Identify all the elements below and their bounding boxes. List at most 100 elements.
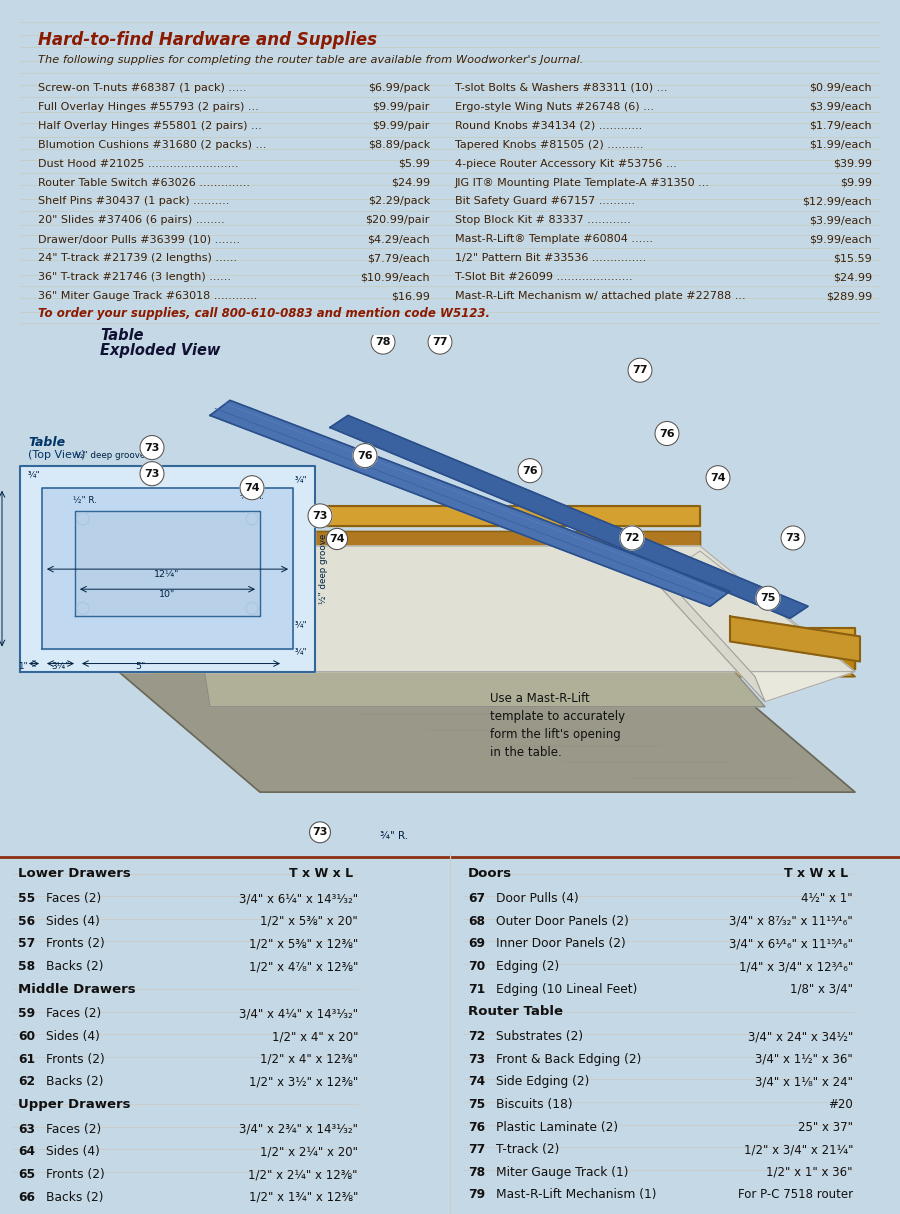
Text: Screw-on T-nuts #68387 (1 pack) .....: Screw-on T-nuts #68387 (1 pack) ..... — [38, 83, 247, 92]
Text: Dust Hood #21025 .........................: Dust Hood #21025 .......................… — [38, 159, 239, 169]
Text: 76: 76 — [522, 466, 538, 476]
Text: Exploded View: Exploded View — [100, 344, 220, 358]
Text: 76: 76 — [659, 429, 675, 438]
Text: Fronts (2): Fronts (2) — [46, 1168, 104, 1181]
Text: Inner Door Panels (2): Inner Door Panels (2) — [496, 937, 626, 951]
Text: Side Edging (2): Side Edging (2) — [496, 1076, 590, 1088]
Text: Router Table: Router Table — [468, 1005, 563, 1019]
Text: Backs (2): Backs (2) — [46, 1191, 104, 1203]
Text: Doors: Doors — [468, 867, 512, 880]
Polygon shape — [150, 647, 695, 671]
Text: 1/2" Pattern Bit #33536 ...............: 1/2" Pattern Bit #33536 ............... — [455, 254, 646, 263]
Text: $1.99/each: $1.99/each — [810, 140, 872, 149]
Text: $1.79/each: $1.79/each — [810, 120, 872, 131]
Text: $15.59: $15.59 — [833, 254, 872, 263]
Circle shape — [428, 330, 452, 354]
Text: $3.99/each: $3.99/each — [810, 102, 872, 112]
Text: 78: 78 — [468, 1165, 485, 1179]
Text: 36" Miter Gauge Track #63018 ............: 36" Miter Gauge Track #63018 ...........… — [38, 291, 257, 301]
Text: 57: 57 — [18, 937, 35, 951]
Text: 73: 73 — [312, 511, 328, 521]
Text: Backs (2): Backs (2) — [46, 960, 104, 972]
Text: 77: 77 — [432, 337, 448, 347]
Text: 76: 76 — [357, 450, 373, 460]
Text: 1/2" x 4" x 12⅜": 1/2" x 4" x 12⅜" — [260, 1053, 358, 1066]
Circle shape — [518, 459, 542, 483]
Text: ¾" R.: ¾" R. — [240, 492, 264, 501]
Text: 4-piece Router Accessory Kit #53756 ...: 4-piece Router Accessory Kit #53756 ... — [455, 159, 677, 169]
Text: 3/4" x 6¹⁄¹₆" x 11¹⁵⁄¹₆": 3/4" x 6¹⁄¹₆" x 11¹⁵⁄¹₆" — [729, 937, 853, 951]
Text: 67: 67 — [468, 892, 485, 906]
Polygon shape — [42, 488, 293, 649]
Circle shape — [140, 461, 164, 486]
Polygon shape — [75, 511, 260, 617]
Text: 1/2" x 2¼" x 12⅜": 1/2" x 2¼" x 12⅜" — [248, 1168, 358, 1181]
Text: Backs (2): Backs (2) — [46, 1076, 104, 1088]
Text: T-Slot Bit #26099 .....................: T-Slot Bit #26099 ..................... — [455, 272, 633, 283]
Polygon shape — [190, 582, 765, 707]
Text: 79: 79 — [468, 1189, 485, 1202]
Text: Mast-R-Lift Mechanism w/ attached plate #22788 ...: Mast-R-Lift Mechanism w/ attached plate … — [455, 291, 745, 301]
Text: Ergo-style Wing Nuts #26748 (6) ...: Ergo-style Wing Nuts #26748 (6) ... — [455, 102, 654, 112]
Text: 5": 5" — [135, 662, 145, 670]
Text: 1/2" x 3½" x 12⅜": 1/2" x 3½" x 12⅜" — [248, 1076, 358, 1088]
Text: 25" x 37": 25" x 37" — [798, 1121, 853, 1134]
Text: 72: 72 — [625, 533, 640, 543]
Text: To order your supplies, call 800-610-0883 and mention code W5123.: To order your supplies, call 800-610-088… — [38, 307, 490, 320]
Text: 74: 74 — [468, 1076, 485, 1088]
Text: Table: Table — [100, 328, 143, 344]
Text: Door Pulls (4): Door Pulls (4) — [496, 892, 579, 906]
Text: #20: #20 — [828, 1097, 853, 1111]
Text: Edging (10 Lineal Feet): Edging (10 Lineal Feet) — [496, 982, 637, 995]
Text: 10": 10" — [159, 590, 176, 600]
Circle shape — [140, 436, 164, 460]
Polygon shape — [145, 551, 855, 676]
Text: Half Overlay Hinges #55801 (2 pairs) ...: Half Overlay Hinges #55801 (2 pairs) ... — [38, 120, 262, 131]
Text: 3/4" x 8⁷⁄₃₂" x 11¹⁵⁄¹₆": 3/4" x 8⁷⁄₃₂" x 11¹⁵⁄¹₆" — [729, 915, 853, 927]
Text: $3.99/each: $3.99/each — [810, 215, 872, 226]
Text: $5.99: $5.99 — [398, 159, 430, 169]
Circle shape — [756, 586, 780, 611]
Text: 61: 61 — [18, 1053, 35, 1066]
Text: 76: 76 — [468, 1121, 485, 1134]
Polygon shape — [655, 551, 855, 702]
Text: 1": 1" — [18, 662, 28, 670]
Text: 1/2" x 1" x 36": 1/2" x 1" x 36" — [767, 1165, 853, 1179]
Polygon shape — [145, 506, 700, 526]
Polygon shape — [20, 466, 315, 671]
Text: 1/8" x 3/4": 1/8" x 3/4" — [790, 982, 853, 995]
Text: 73: 73 — [144, 469, 159, 478]
Text: Full Overlay Hinges #55793 (2 pairs) ...: Full Overlay Hinges #55793 (2 pairs) ... — [38, 102, 258, 112]
Text: Shelf Pins #30437 (1 pack) ..........: Shelf Pins #30437 (1 pack) .......... — [38, 197, 230, 206]
Circle shape — [706, 466, 730, 489]
Text: T x W x L: T x W x L — [289, 867, 353, 880]
Text: T x W x L: T x W x L — [784, 867, 848, 880]
Polygon shape — [300, 629, 855, 647]
Text: Fronts (2): Fronts (2) — [46, 1053, 104, 1066]
Text: Miter Gauge Track (1): Miter Gauge Track (1) — [496, 1165, 628, 1179]
Polygon shape — [150, 647, 260, 671]
Text: 3/4" x 4¼" x 14³¹⁄₃₂": 3/4" x 4¼" x 14³¹⁄₃₂" — [238, 1008, 358, 1021]
Text: 70: 70 — [468, 960, 485, 972]
Polygon shape — [145, 531, 700, 551]
Text: 66: 66 — [18, 1191, 35, 1203]
Text: $2.29/pack: $2.29/pack — [368, 197, 430, 206]
Text: 1/2" x 1¾" x 12⅜": 1/2" x 1¾" x 12⅜" — [248, 1191, 358, 1203]
Text: 1/2" x 4" x 20": 1/2" x 4" x 20" — [272, 1031, 358, 1043]
Text: 1/2" x 5⅜" x 12⅜": 1/2" x 5⅜" x 12⅜" — [248, 937, 358, 951]
Text: 3/4" x 6¼" x 14³¹⁄₃₂": 3/4" x 6¼" x 14³¹⁄₃₂" — [238, 892, 358, 906]
Text: $24.99: $24.99 — [833, 272, 872, 283]
Text: 75: 75 — [760, 594, 776, 603]
Text: $10.99/each: $10.99/each — [360, 272, 430, 283]
Text: For P-C 7518 router: For P-C 7518 router — [738, 1189, 853, 1202]
Text: 62: 62 — [18, 1076, 35, 1088]
Text: $4.29/each: $4.29/each — [367, 234, 430, 244]
Text: 74: 74 — [329, 534, 345, 544]
Text: Outer Door Panels (2): Outer Door Panels (2) — [496, 915, 629, 927]
Text: $20.99/pair: $20.99/pair — [365, 215, 430, 226]
Circle shape — [371, 330, 395, 354]
Text: Upper Drawers: Upper Drawers — [18, 1097, 130, 1111]
Text: $6.99/pack: $6.99/pack — [368, 83, 430, 92]
Text: T-slot Bolts & Washers #83311 (10) ...: T-slot Bolts & Washers #83311 (10) ... — [455, 83, 668, 92]
Text: 74: 74 — [244, 483, 260, 493]
